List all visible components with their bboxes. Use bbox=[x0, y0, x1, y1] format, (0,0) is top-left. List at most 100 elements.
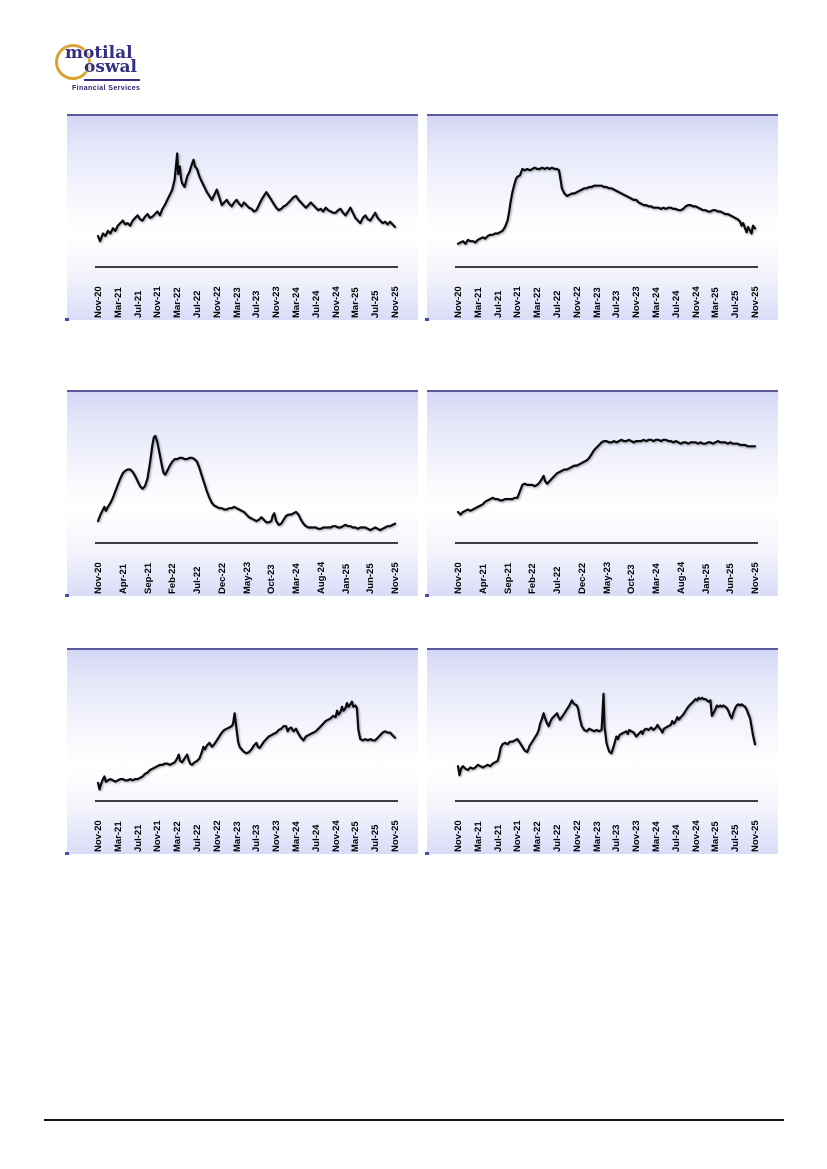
x-tick-label: Jul-25 bbox=[370, 290, 382, 318]
chart-canvas bbox=[455, 438, 758, 544]
x-tick-label: Nov-25 bbox=[750, 562, 761, 594]
x-tick-label: Jul-23 bbox=[611, 290, 623, 318]
x-tick-label: Jul-24 bbox=[670, 824, 682, 852]
x-tick-label: Nov-21 bbox=[152, 820, 164, 852]
x-tick-label: Nov-20 bbox=[93, 820, 104, 852]
x-tick-label: Jul-24 bbox=[310, 290, 322, 318]
chart-canvas bbox=[455, 166, 758, 268]
x-tick-label: Jul-24 bbox=[670, 290, 682, 318]
x-tick-label: Oct-23 bbox=[266, 564, 278, 594]
line-chart-bottom-right: Nov-20 Mar-21 Jul-21 Nov-21 Mar-22 Jul-22 Nov-… bbox=[425, 648, 778, 855]
x-tick-label: Sep-21 bbox=[142, 562, 154, 594]
line-chart-top-left: Nov-20 Mar-21 Jul-21 Nov-21 Mar-22 Jul-22 Nov-… bbox=[65, 114, 418, 321]
x-tick-label: Mar-24 bbox=[651, 287, 662, 318]
x-tick-label: Mar-24 bbox=[291, 287, 302, 318]
x-tick-label: Mar-22 bbox=[172, 287, 184, 318]
series-line bbox=[96, 700, 397, 791]
x-tick-label: Jul-22 bbox=[192, 566, 203, 594]
x-tick-label: Oct-23 bbox=[626, 564, 638, 594]
line-chart-mid-left: Nov-20 Apr-21 Sep-21 Feb-22 Jul-22 Dec-22 May-… bbox=[65, 390, 418, 597]
x-tick-label: Nov-25 bbox=[390, 562, 401, 594]
x-tick-label: Nov-22 bbox=[211, 286, 223, 318]
x-tick-label: Jul-25 bbox=[730, 290, 742, 318]
x-tick-label: Nov-20 bbox=[453, 820, 464, 852]
x-tick-label: Mar-23 bbox=[591, 287, 603, 318]
x-tick-label: Nov-24 bbox=[690, 286, 702, 318]
x-tick-label: Nov-25 bbox=[750, 286, 761, 318]
line-chart-bottom-left: Nov-20 Mar-21 Jul-21 Nov-21 Mar-22 Jul-22 Nov-… bbox=[65, 648, 418, 855]
x-tick-label: Nov-25 bbox=[390, 820, 401, 852]
x-tick-label: Jul-21 bbox=[492, 824, 504, 852]
x-tick-label: Mar-21 bbox=[112, 821, 124, 852]
series-line bbox=[96, 434, 397, 532]
x-tick-label: Nov-20 bbox=[93, 562, 104, 594]
x-tick-label: Jul-21 bbox=[492, 290, 504, 318]
line-chart-mid-right: Nov-20 Apr-21 Sep-21 Feb-22 Jul-22 Dec-22 May-… bbox=[425, 390, 778, 597]
line-chart-top-right: Nov-20 Mar-21 Jul-21 Nov-21 Mar-22 Jul-22 Nov-… bbox=[425, 114, 778, 321]
chart-canvas bbox=[455, 692, 758, 802]
x-tick-label: Nov-23 bbox=[631, 286, 643, 318]
x-tick-label: May-23 bbox=[601, 561, 613, 594]
x-tick-label: Jul-25 bbox=[370, 824, 382, 852]
x-tick-label: Mar-25 bbox=[710, 287, 722, 318]
x-tick-label: Apr-21 bbox=[477, 563, 489, 594]
x-tick-label: Mar-22 bbox=[172, 821, 184, 852]
x-tick-label: Jun-25 bbox=[725, 563, 737, 594]
x-tick-label: Nov-22 bbox=[571, 286, 583, 318]
x-tick-label: Jul-22 bbox=[192, 290, 203, 318]
x-tick-label: Mar-22 bbox=[532, 287, 544, 318]
x-tick-label: Nov-21 bbox=[512, 820, 524, 852]
x-tick-label: Sep-21 bbox=[502, 562, 514, 594]
series-line bbox=[96, 152, 397, 243]
x-tick-label: Nov-23 bbox=[631, 820, 643, 852]
x-tick-label: Jul-24 bbox=[310, 824, 322, 852]
x-tick-label: Nov-20 bbox=[93, 286, 104, 318]
x-tick-label: Jul-22 bbox=[552, 566, 563, 594]
x-tick-label: Aug-24 bbox=[675, 561, 687, 594]
x-tick-label: Jul-22 bbox=[192, 824, 203, 852]
x-tick-label: Dec-22 bbox=[576, 562, 588, 594]
x-tick-label: Jul-22 bbox=[552, 290, 563, 318]
logo-underline bbox=[84, 79, 140, 81]
x-tick-label: Nov-25 bbox=[390, 286, 401, 318]
x-tick-label: Jul-21 bbox=[132, 290, 144, 318]
x-tick-label: Mar-21 bbox=[472, 287, 484, 318]
x-tick-label: Jul-25 bbox=[730, 824, 742, 852]
x-tick-label: Mar-25 bbox=[710, 821, 722, 852]
x-tick-label: Jul-23 bbox=[251, 824, 263, 852]
x-tick-label: Mar-23 bbox=[231, 821, 243, 852]
x-tick-label: Aug-24 bbox=[315, 561, 327, 594]
x-tick-label: Nov-23 bbox=[271, 820, 283, 852]
series-line bbox=[456, 166, 757, 245]
x-tick-label: Mar-23 bbox=[591, 821, 603, 852]
x-tick-label: Nov-24 bbox=[330, 286, 342, 318]
logo-tagline: Financial Services bbox=[72, 85, 141, 92]
x-tick-label: Nov-20 bbox=[453, 562, 464, 594]
chart-canvas bbox=[95, 434, 398, 544]
footer-divider bbox=[44, 1119, 784, 1121]
chart-canvas bbox=[95, 700, 398, 802]
logo-wordmark-line2: oswal bbox=[84, 57, 138, 77]
x-tick-label: Nov-22 bbox=[571, 820, 583, 852]
x-tick-label: Jan-25 bbox=[340, 563, 352, 594]
x-tick-label: May-23 bbox=[241, 561, 253, 594]
motilal-oswal-logo: motilal oswal Financial Services bbox=[55, 43, 165, 100]
chart-canvas bbox=[95, 152, 398, 268]
x-tick-label: Nov-24 bbox=[330, 820, 342, 852]
x-tick-label: Mar-24 bbox=[291, 821, 302, 852]
x-tick-label: Apr-21 bbox=[117, 563, 129, 594]
x-tick-label: Feb-22 bbox=[167, 563, 179, 594]
x-tick-label: Jun-25 bbox=[365, 563, 377, 594]
x-tick-label: Mar-21 bbox=[112, 287, 124, 318]
x-tick-label: Dec-22 bbox=[216, 562, 228, 594]
x-tick-label: Mar-25 bbox=[350, 287, 362, 318]
x-tick-label: Mar-23 bbox=[231, 287, 243, 318]
x-tick-label: Nov-24 bbox=[690, 820, 702, 852]
x-tick-label: Mar-21 bbox=[472, 821, 484, 852]
series-line bbox=[456, 692, 757, 777]
x-tick-label: Nov-22 bbox=[211, 820, 223, 852]
logo-gold-ring-icon bbox=[55, 44, 91, 80]
x-tick-label: Jul-23 bbox=[611, 824, 623, 852]
x-tick-label: Nov-21 bbox=[512, 286, 524, 318]
